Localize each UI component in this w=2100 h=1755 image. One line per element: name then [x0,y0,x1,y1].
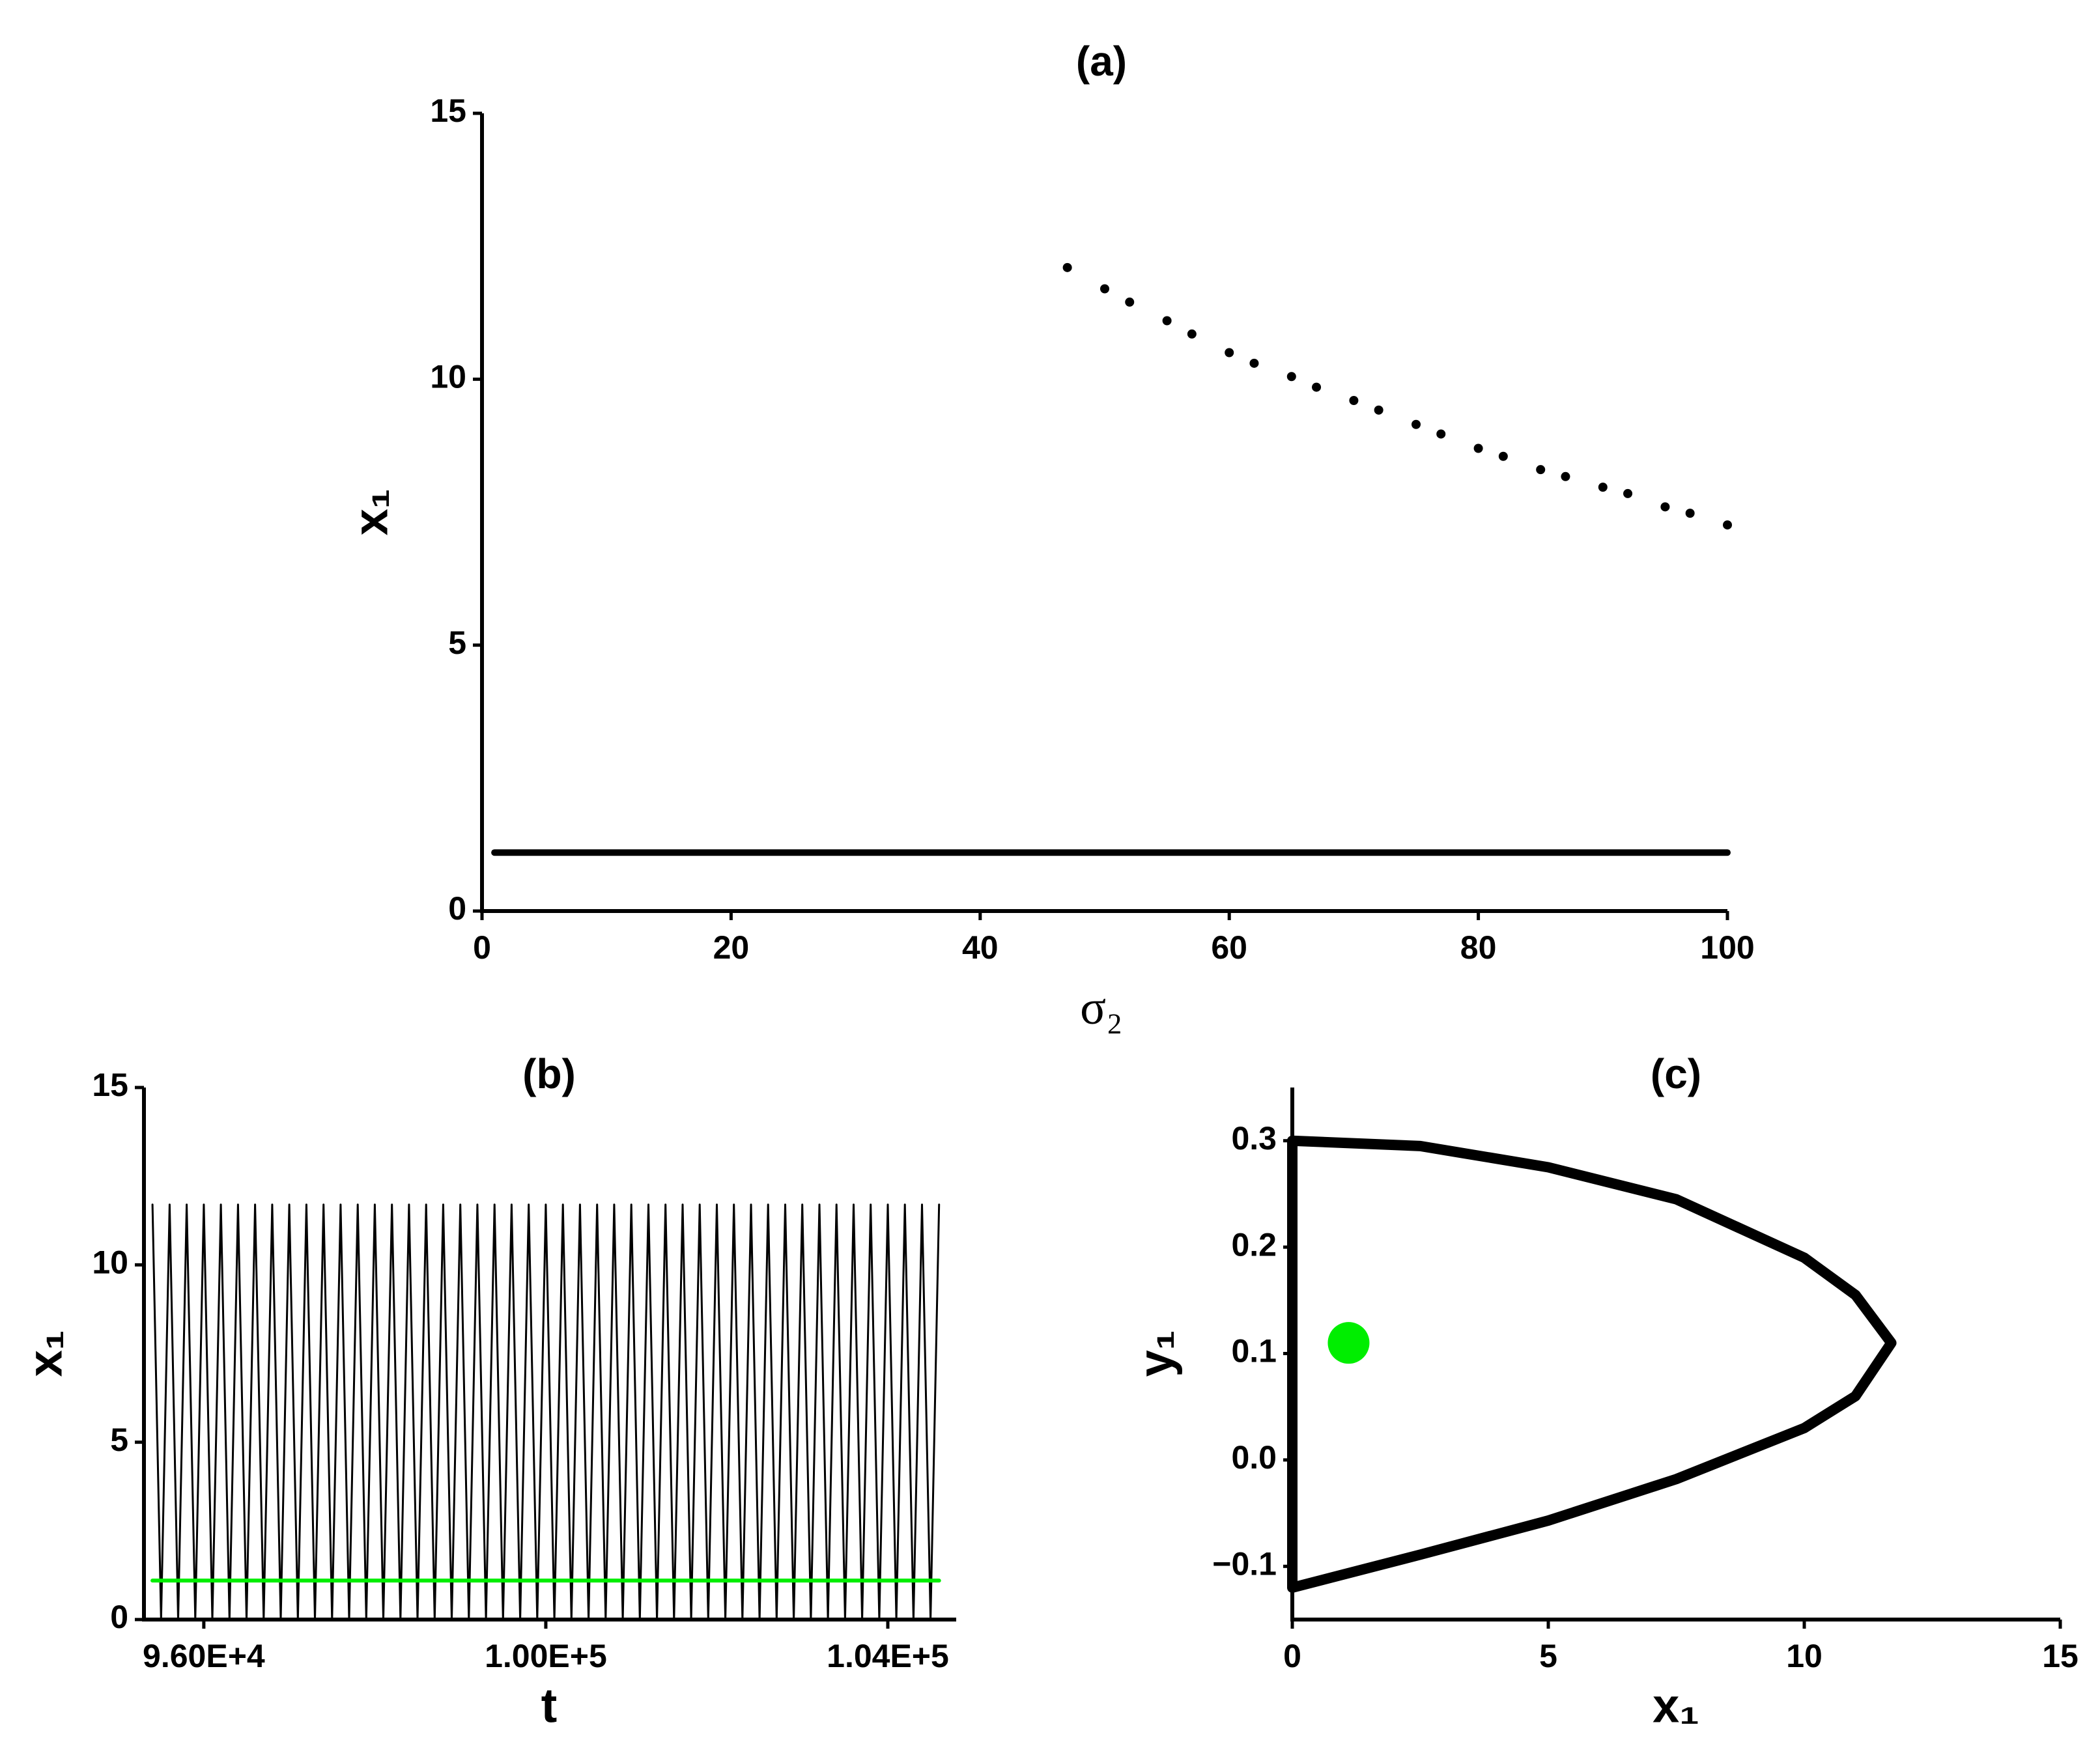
y-axis-label: y₁ [1129,1330,1183,1377]
x-tick-label: 0 [1283,1638,1301,1674]
data-point [1100,284,1109,294]
y-tick-label: 5 [448,625,466,661]
y-axis-label: x₁ [344,489,398,536]
data-point [1327,1322,1370,1364]
x-tick-label: 9.60E+4 [143,1638,265,1674]
y-tick-label: 0.2 [1231,1226,1277,1263]
data-point [1162,316,1172,326]
y-tick-label: 0 [110,1599,128,1635]
x-tick-label: 60 [1211,929,1247,966]
y-tick-label: 10 [430,359,466,395]
data-point [1125,297,1135,307]
x-tick-label: 80 [1460,929,1497,966]
x-tick-label: 15 [2042,1638,2079,1674]
data-point [1249,358,1259,368]
y-axis-label: x₁ [18,1330,72,1377]
data-point [1349,396,1359,405]
x-tick-label: 5 [1539,1638,1557,1674]
data-point [1498,451,1508,461]
y-tick-label: 5 [110,1422,128,1458]
x-axis-label: σ₂ [1080,981,1123,1035]
panel-title: (b) [522,1050,576,1097]
data-point [1473,443,1483,453]
x-axis-label: t [541,1679,558,1733]
x-tick-label: 100 [1700,929,1754,966]
data-point [1436,429,1446,439]
y-tick-label: 0.3 [1231,1120,1277,1157]
series-line [1287,1135,1897,1593]
data-point [1412,419,1421,429]
series-line [151,1203,941,1621]
y-tick-label: −0.1 [1212,1546,1277,1582]
data-point [1286,372,1296,382]
y-tick-label: 10 [92,1244,128,1281]
x-tick-label: 1.04E+5 [827,1638,949,1674]
x-tick-label: 0 [473,929,491,966]
data-point [1685,509,1695,518]
y-tick-label: 0 [448,890,466,927]
data-point [1723,520,1732,530]
x-tick-label: 20 [713,929,750,966]
x-tick-label: 1.00E+5 [485,1638,607,1674]
y-tick-label: 15 [430,92,466,129]
x-tick-label: 40 [962,929,999,966]
data-point [1536,465,1546,475]
x-tick-label: 10 [1786,1638,1823,1674]
y-tick-label: 0.0 [1231,1439,1277,1476]
x-axis-label: x₁ [1653,1679,1699,1733]
data-point [1312,382,1322,392]
y-tick-label: 0.1 [1231,1333,1277,1369]
data-point [1225,348,1234,358]
data-point [1374,405,1383,415]
data-point [1187,329,1197,339]
panel-title: (c) [1651,1050,1701,1097]
data-point [1660,502,1670,512]
data-point [1623,488,1633,498]
data-point [1598,483,1608,492]
data-point [1062,262,1072,272]
y-tick-label: 15 [92,1067,128,1103]
data-point [1561,471,1570,481]
panel-title: (a) [1076,38,1127,85]
